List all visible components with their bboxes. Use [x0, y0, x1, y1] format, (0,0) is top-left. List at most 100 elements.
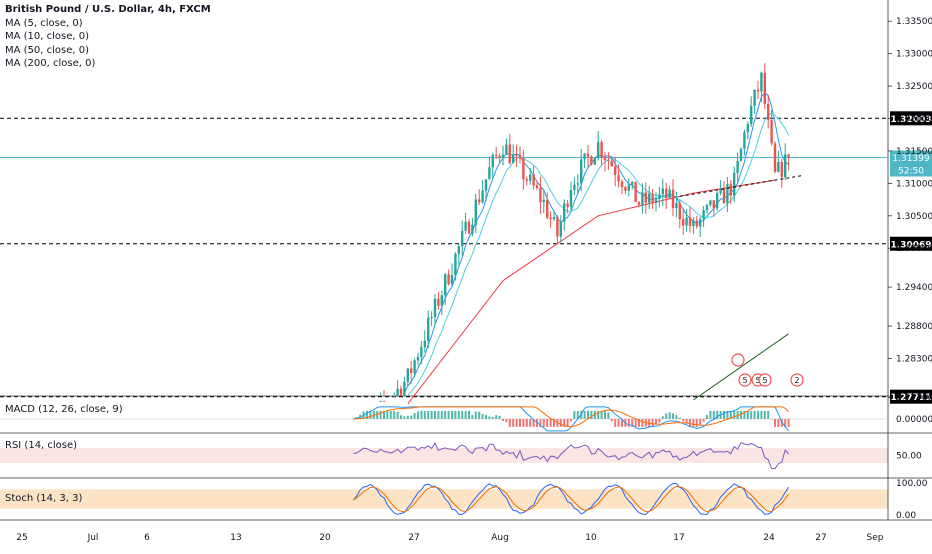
candle-body[interactable]: [393, 396, 395, 397]
candle-body[interactable]: [451, 275, 453, 284]
candle-body[interactable]: [403, 382, 405, 396]
candle-body[interactable]: [485, 179, 487, 190]
candle-body[interactable]: [509, 144, 511, 163]
candle-body[interactable]: [424, 341, 426, 347]
candle-body[interactable]: [560, 222, 562, 237]
candle-body[interactable]: [570, 190, 572, 207]
candle-body[interactable]: [682, 219, 684, 225]
candle-body[interactable]: [645, 192, 647, 202]
candle-body[interactable]: [784, 154, 786, 177]
candle-body[interactable]: [672, 190, 674, 208]
candle-body[interactable]: [526, 179, 528, 180]
candle-body[interactable]: [454, 254, 456, 275]
candle-body[interactable]: [437, 299, 439, 306]
candle-body[interactable]: [587, 153, 589, 156]
candle-body[interactable]: [781, 162, 783, 177]
candle-body[interactable]: [396, 389, 398, 396]
candle-body[interactable]: [747, 124, 749, 132]
candle-body[interactable]: [699, 219, 701, 226]
candle-body[interactable]: [563, 203, 565, 221]
symbol-title[interactable]: British Pound / U.S. Dollar, 4h, FXCM: [5, 3, 211, 17]
candle-body[interactable]: [481, 191, 483, 203]
macd-label[interactable]: MACD (12, 26, close, 9): [5, 404, 123, 415]
flag-event-icon[interactable]: [732, 354, 744, 366]
candle-body[interactable]: [546, 200, 548, 218]
candle-body[interactable]: [679, 203, 681, 219]
candle-body[interactable]: [702, 210, 704, 219]
candle-body[interactable]: [750, 106, 752, 124]
candle-body[interactable]: [475, 200, 477, 225]
candle-body[interactable]: [777, 162, 779, 172]
candle-body[interactable]: [580, 159, 582, 183]
candle-body[interactable]: [600, 142, 602, 158]
ma10-legend[interactable]: MA (10, close, 0): [5, 30, 211, 44]
candle-body[interactable]: [713, 200, 715, 208]
candle-body[interactable]: [757, 90, 759, 92]
candle-body[interactable]: [566, 203, 568, 207]
candle-body[interactable]: [464, 222, 466, 231]
candle-body[interactable]: [736, 161, 738, 173]
candle-body[interactable]: [532, 175, 534, 186]
candle-body[interactable]: [458, 246, 460, 254]
candle-body[interactable]: [726, 184, 728, 204]
candle-body[interactable]: [410, 369, 412, 373]
candle-body[interactable]: [498, 156, 500, 157]
candle-body[interactable]: [515, 155, 517, 156]
candle-body[interactable]: [539, 188, 541, 202]
candle-body[interactable]: [417, 357, 419, 360]
rsi-label[interactable]: RSI (14, close): [5, 440, 77, 451]
candle-body[interactable]: [434, 299, 436, 317]
candle-body[interactable]: [427, 318, 429, 341]
candle-body[interactable]: [733, 173, 735, 196]
candle-body[interactable]: [512, 155, 514, 163]
candle-body[interactable]: [740, 149, 742, 161]
candle-body[interactable]: [522, 158, 524, 179]
candle-body[interactable]: [502, 155, 504, 158]
candle-body[interactable]: [696, 220, 698, 226]
candle-body[interactable]: [536, 185, 538, 188]
ma200-legend[interactable]: MA (200, close, 0): [5, 57, 211, 71]
candle-body[interactable]: [648, 194, 650, 203]
candle-body[interactable]: [617, 175, 619, 182]
candle-body[interactable]: [543, 200, 545, 202]
candle-body[interactable]: [614, 166, 616, 175]
candle-body[interactable]: [597, 142, 599, 158]
candle-body[interactable]: [641, 192, 643, 204]
candle-body[interactable]: [787, 154, 789, 157]
candle-body[interactable]: [594, 158, 596, 164]
candle-body[interactable]: [716, 193, 718, 208]
candle-body[interactable]: [767, 104, 769, 120]
candle-body[interactable]: [573, 185, 575, 191]
candle-body[interactable]: [658, 194, 660, 199]
candle-body[interactable]: [553, 217, 555, 219]
candle-body[interactable]: [488, 167, 490, 179]
stoch-label[interactable]: Stoch (14, 3, 3): [5, 493, 82, 504]
candle-body[interactable]: [383, 401, 385, 402]
candle-body[interactable]: [689, 218, 691, 226]
candle-body[interactable]: [519, 155, 521, 158]
candle-body[interactable]: [577, 183, 579, 184]
candle-body[interactable]: [495, 155, 497, 156]
candle-body[interactable]: [685, 218, 687, 226]
candle-body[interactable]: [706, 205, 708, 210]
candle-body[interactable]: [730, 184, 732, 196]
candle-body[interactable]: [471, 225, 473, 233]
candle-body[interactable]: [723, 188, 725, 203]
candle-body[interactable]: [604, 158, 606, 160]
candle-body[interactable]: [675, 203, 677, 208]
candle-body[interactable]: [662, 188, 664, 194]
candle-body[interactable]: [760, 73, 762, 92]
candle-body[interactable]: [461, 231, 463, 246]
candle-body[interactable]: [692, 220, 694, 226]
candle-body[interactable]: [743, 132, 745, 149]
candle-body[interactable]: [665, 188, 667, 197]
candle-body[interactable]: [611, 161, 613, 166]
candle-body[interactable]: [655, 199, 657, 203]
candle-body[interactable]: [621, 182, 623, 188]
candle-body[interactable]: [590, 157, 592, 165]
candle-body[interactable]: [447, 274, 449, 284]
candle-body[interactable]: [413, 360, 415, 373]
candle-body[interactable]: [764, 73, 766, 104]
